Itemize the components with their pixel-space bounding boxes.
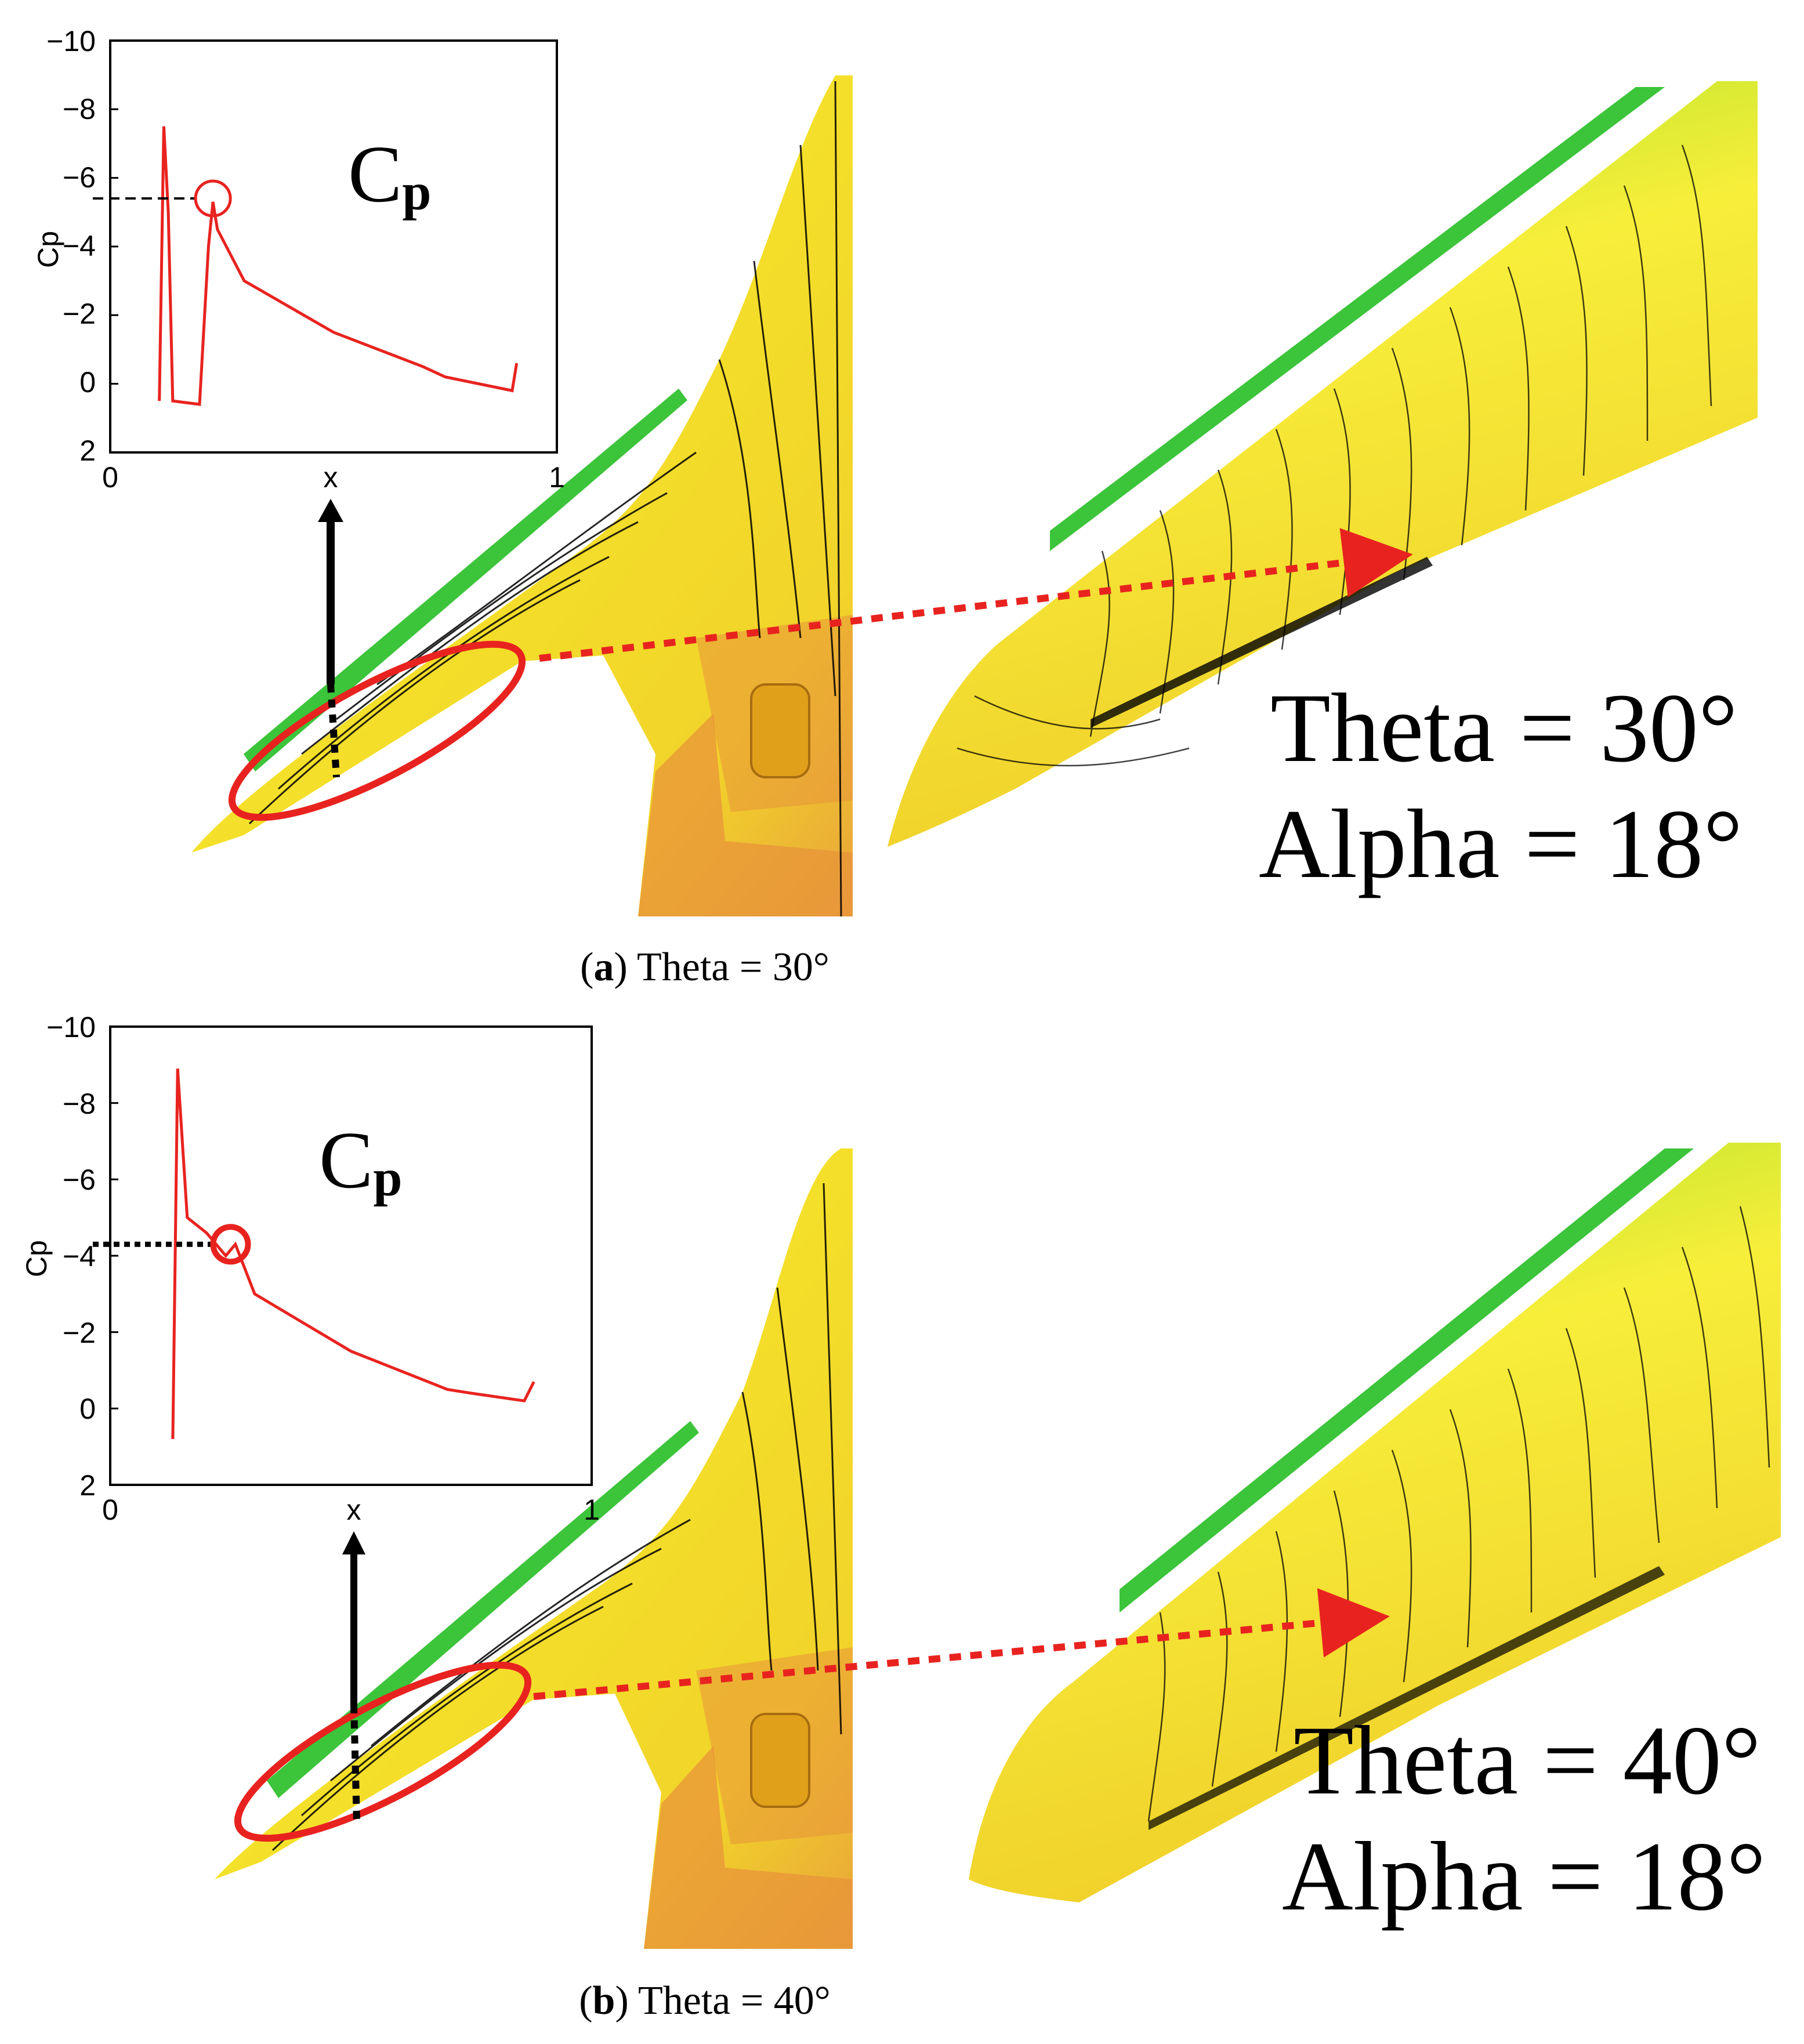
wing-body-a bbox=[191, 75, 853, 917]
cp-symbol-b: Cp bbox=[319, 1115, 403, 1207]
y-tick-a: 0 bbox=[79, 366, 96, 398]
x-axis-label-a: x bbox=[324, 461, 338, 494]
y-tick-a: −6 bbox=[63, 161, 96, 194]
cp-inset-chart-a: −10 −8 −6 −4 −2 0 2 0 1 x Cp bbox=[32, 25, 565, 494]
y-tick-a: −10 bbox=[46, 25, 96, 57]
y-tick-a: −4 bbox=[63, 230, 96, 262]
y-tick-b: −6 bbox=[63, 1164, 96, 1196]
cp-curve bbox=[171, 1068, 535, 1440]
y-axis-label-a: Cp bbox=[32, 231, 64, 268]
y-tick-a: 2 bbox=[79, 434, 96, 467]
caption-b: (b) Theta = 40° bbox=[579, 1978, 831, 2023]
highlight-ellipse-b bbox=[234, 1661, 532, 1842]
highlight-circle bbox=[210, 1224, 251, 1265]
cp-inset-chart-b: −10 −8 −6 −4 −2 0 2 0 1 x Cp bbox=[20, 1011, 600, 1526]
highlight-ellipse-a bbox=[228, 640, 526, 821]
alpha-label-a: Alpha = 18° bbox=[1259, 789, 1743, 898]
zoom-arrow-a bbox=[539, 528, 1413, 662]
y-tick-b: 0 bbox=[79, 1393, 96, 1425]
x-tick-a: 0 bbox=[102, 461, 118, 494]
y-tick-b: −10 bbox=[46, 1011, 96, 1043]
y-tick-b: −4 bbox=[63, 1240, 96, 1273]
alpha-label-b: Alpha = 18° bbox=[1282, 1822, 1766, 1931]
panel-a-figure: −10 −8 −6 −4 −2 0 2 0 1 x Cp bbox=[32, 25, 1758, 917]
y-tick-b: −8 bbox=[63, 1088, 96, 1120]
panel-b-figure: −10 −8 −6 −4 −2 0 2 0 1 x Cp bbox=[20, 1011, 1781, 1949]
highlight-circle bbox=[194, 179, 232, 218]
x-tick-b: 0 bbox=[102, 1494, 118, 1526]
zoom-wing-b bbox=[969, 1143, 1781, 1902]
cp-symbol-a: Cp bbox=[348, 129, 432, 221]
y-tick-a: −8 bbox=[63, 93, 96, 125]
zoom-arrow-b bbox=[533, 1588, 1390, 1700]
y-axis-label-b: Cp bbox=[20, 1240, 53, 1277]
x-axis-label-b: x bbox=[347, 1494, 361, 1526]
y-tick-b: −2 bbox=[63, 1317, 96, 1349]
x-tick-a: 1 bbox=[549, 461, 565, 494]
theta-label-b: Theta = 40° bbox=[1294, 1706, 1761, 1815]
theta-label-a: Theta = 30° bbox=[1270, 673, 1738, 782]
x-tick-b: 1 bbox=[584, 1494, 600, 1526]
y-tick-a: −2 bbox=[63, 298, 96, 330]
caption-a: (a) Theta = 30° bbox=[580, 945, 829, 990]
y-tick-b: 2 bbox=[79, 1469, 96, 1502]
zoom-wing-a bbox=[887, 81, 1758, 847]
